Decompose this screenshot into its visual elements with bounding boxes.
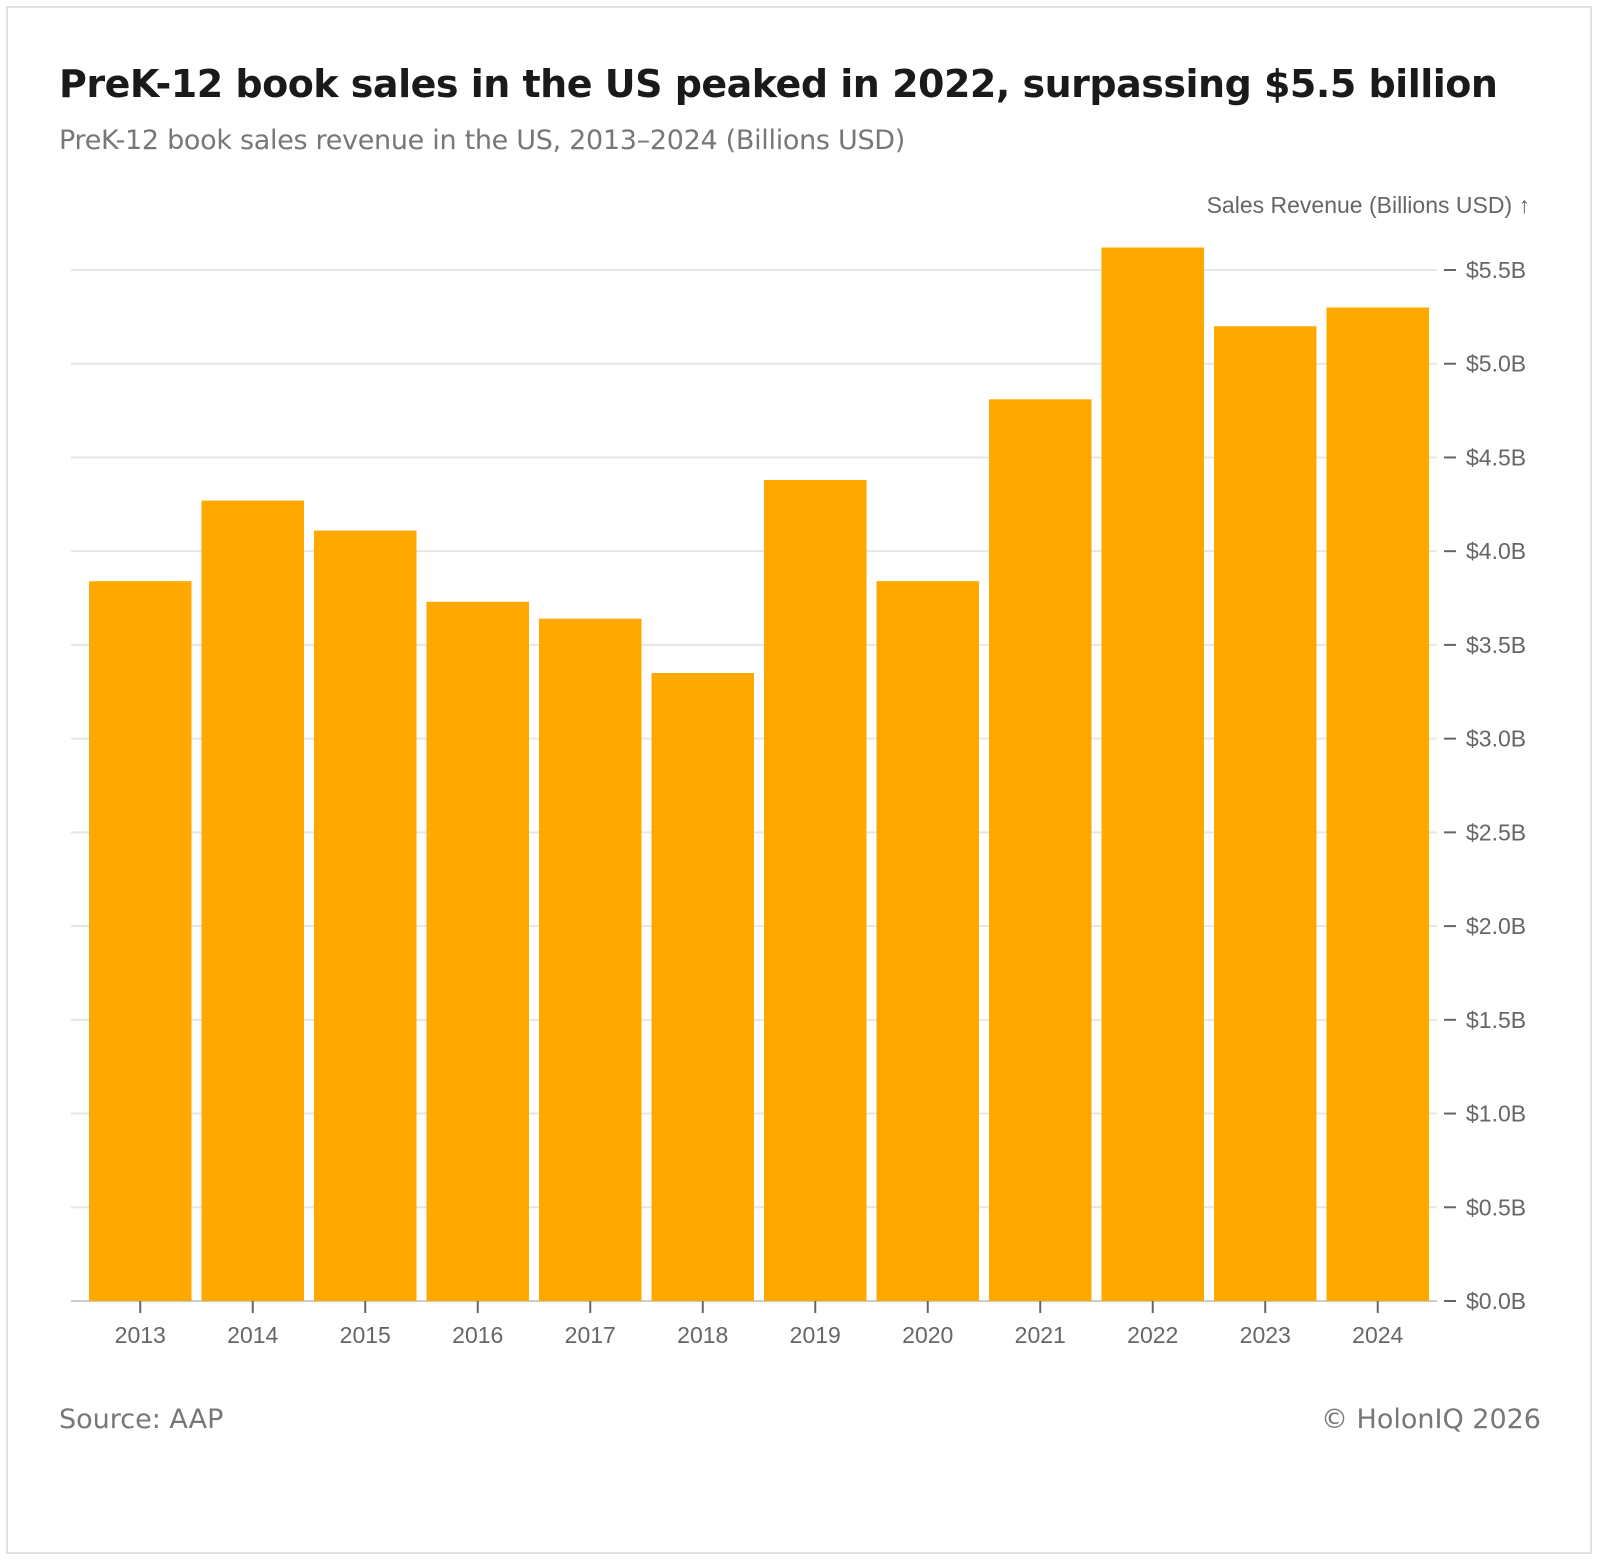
x-tick-label: 2020 <box>902 1322 953 1348</box>
x-tick-label: 2018 <box>677 1322 728 1348</box>
copyright-note: © HolonIQ 2026 <box>1320 1404 1541 1435</box>
y-tick-label: $5.0B <box>1466 351 1526 377</box>
bar-2013 <box>89 581 192 1301</box>
chart-subtitle: PreK-12 book sales revenue in the US, 20… <box>59 125 906 156</box>
bar-2017 <box>539 618 642 1301</box>
chart-frame <box>6 6 1592 1554</box>
bar-2024 <box>1326 307 1429 1301</box>
x-tick-label: 2013 <box>115 1322 166 1348</box>
y-tick-label: $2.0B <box>1466 913 1526 939</box>
bar-2023 <box>1214 326 1317 1302</box>
y-tick-label: $0.0B <box>1466 1288 1526 1314</box>
x-tick-label: 2017 <box>565 1322 616 1348</box>
x-tick-label: 2024 <box>1352 1322 1403 1348</box>
bar-2021 <box>989 399 1092 1301</box>
y-axis-label: Sales Revenue (Billions USD) ↑ <box>1207 192 1530 218</box>
y-tick-label: $5.5B <box>1466 257 1526 283</box>
x-tick-label: 2019 <box>790 1322 841 1348</box>
y-tick-label: $2.5B <box>1466 819 1526 845</box>
x-tick-label: 2021 <box>1015 1322 1066 1348</box>
x-tick-label: 2023 <box>1240 1322 1291 1348</box>
y-tick-label: $3.5B <box>1466 632 1526 658</box>
y-tick-label: $3.0B <box>1466 726 1526 752</box>
source-note: Source: AAP <box>59 1404 224 1435</box>
x-tick-label: 2022 <box>1127 1322 1178 1348</box>
y-tick-label: $4.5B <box>1466 444 1526 470</box>
y-tick-label: $4.0B <box>1466 538 1526 564</box>
bar-2020 <box>876 581 979 1301</box>
bar-2014 <box>201 500 304 1301</box>
x-tick-label: 2014 <box>227 1322 278 1348</box>
bar-2019 <box>764 479 867 1301</box>
y-tick-label: $1.5B <box>1466 1007 1526 1033</box>
x-tick-label: 2015 <box>340 1322 391 1348</box>
y-tick-label: $1.0B <box>1466 1101 1526 1127</box>
chart-title: PreK-12 book sales in the US peaked in 2… <box>59 62 1498 106</box>
bar-2016 <box>426 601 529 1301</box>
bar-2015 <box>314 530 417 1301</box>
bar-2018 <box>651 673 754 1301</box>
x-tick-label: 2016 <box>452 1322 503 1348</box>
y-tick-label: $0.5B <box>1466 1194 1526 1220</box>
bar-2022 <box>1101 247 1204 1301</box>
